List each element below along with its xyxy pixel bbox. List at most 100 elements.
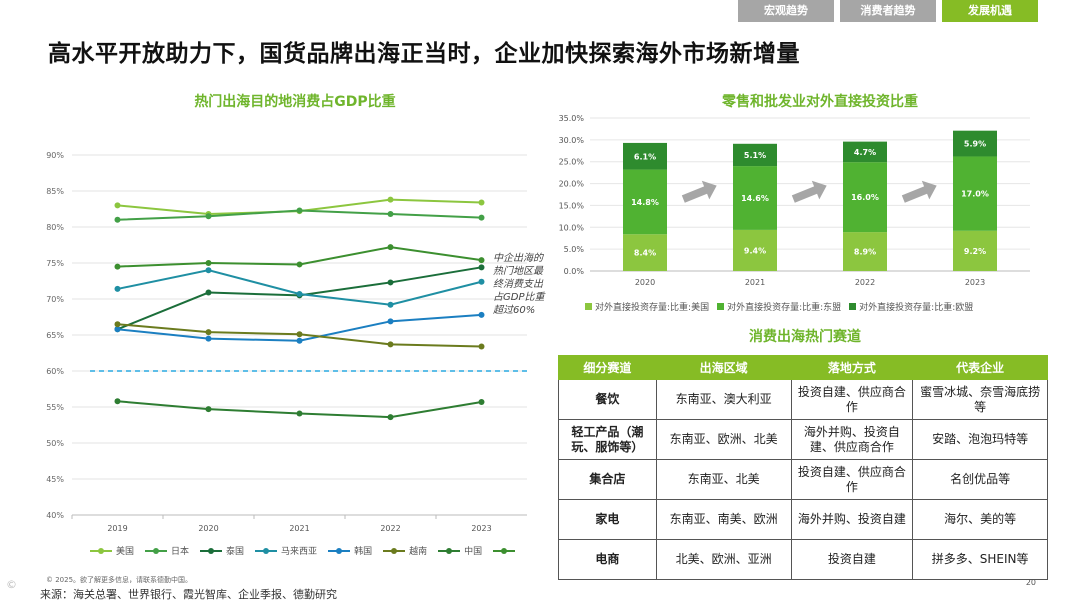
trend-arrow-shape	[681, 180, 717, 203]
tab-consumer-trends[interactable]: 消费者趋势	[840, 0, 936, 22]
legend-swatch	[493, 547, 516, 554]
trend-arrow	[681, 180, 717, 203]
bar-chart-title: 零售和批发业对外直接投资比重	[722, 94, 918, 110]
trend-arrow	[791, 180, 827, 203]
source-note: 来源：海关总署、世界银行、霞光智库、企业季报、德勤研究	[40, 588, 337, 601]
legend-item: 韩国	[328, 544, 372, 557]
y-tick-label: 40%	[46, 511, 64, 520]
table-header: 代表企业	[912, 355, 1048, 380]
table-cell: 东南亚、欧洲、北美	[655, 419, 792, 460]
data-point	[205, 329, 212, 336]
table-row: 家电 东南亚、南美、欧洲 海外并购、投资自建 海尔、美的等	[558, 499, 1048, 540]
tab-macro-trends[interactable]: 宏观趋势	[738, 0, 834, 22]
line-chart-legend: 美国 日本 泰国 马来西亚 韩国 越南 中国	[90, 544, 530, 557]
data-point	[205, 406, 212, 413]
table-cell: 蜜雪冰城、奈雪海底捞等	[912, 379, 1048, 420]
legend-item: 泰国	[200, 544, 244, 557]
y-tick-label: 45%	[46, 475, 64, 484]
table-cell: 安踏、泡泡玛特等	[912, 419, 1048, 460]
y-tick-label: 60%	[46, 367, 64, 376]
tab-opportunities[interactable]: 发展机遇	[942, 0, 1038, 22]
data-point	[478, 278, 485, 285]
table-cell: 海外并购、投资自建	[790, 499, 914, 540]
data-point	[205, 289, 212, 296]
legend-item: 对外直接投资存量:比重:美国	[585, 300, 709, 313]
legend-item: 马来西亚	[255, 544, 317, 557]
legend-swatch	[328, 547, 351, 554]
y-tick-label: 80%	[46, 223, 64, 232]
data-point	[114, 263, 121, 270]
bar-segment	[953, 156, 997, 231]
y-tick-label: 90%	[46, 151, 64, 160]
x-tick-label: 2020	[198, 524, 218, 533]
table-cell: 东南亚、澳大利亚	[655, 379, 792, 420]
y-tick-label: 70%	[46, 295, 64, 304]
trend-arrow-shape	[791, 180, 827, 203]
legend-label: 日本	[171, 547, 190, 557]
page-number: 20	[1025, 578, 1036, 587]
data-point	[478, 311, 485, 318]
table-category-cell: 集合店	[558, 459, 657, 500]
y-tick-label: 55%	[46, 403, 64, 412]
chart-annotation: 中企出海的热门地区最终消费支出占GDP比重超过60%	[493, 253, 545, 316]
y-tick-label: 85%	[46, 187, 64, 196]
legend-swatch	[90, 547, 112, 554]
bar-value-label: 8.9%	[854, 248, 876, 257]
legend-swatch	[200, 547, 223, 554]
legend-label: 越南	[409, 547, 428, 557]
data-point	[478, 199, 485, 206]
table-category-cell: 轻工产品（潮玩、服饰等）	[558, 419, 657, 460]
data-point	[114, 202, 121, 209]
bar-segment	[733, 229, 777, 271]
data-point	[296, 410, 303, 417]
data-point	[387, 244, 394, 251]
legend-item: 美国	[90, 544, 134, 557]
legend-swatch	[438, 547, 461, 554]
x-tick-label: 2021	[745, 278, 765, 287]
table-header: 细分赛道	[558, 355, 657, 380]
line-chart-title: 热门出海目的地消费占GDP比重	[194, 94, 396, 110]
table-header: 落地方式	[790, 355, 914, 380]
data-point	[205, 335, 212, 342]
bar-segment	[623, 169, 667, 235]
x-tick-label: 2023	[965, 278, 985, 287]
legend-item: 日本	[145, 544, 189, 557]
data-point	[296, 207, 303, 214]
y-tick-label: 30.0%	[559, 136, 585, 145]
legend-item: 对外直接投资存量:比重:东盟	[717, 300, 841, 313]
table-cell: 投资自建、供应商合作	[790, 459, 914, 500]
table-row: 餐饮 东南亚、澳大利亚 投资自建、供应商合作 蜜雪冰城、奈雪海底捞等	[558, 379, 1048, 420]
data-point	[114, 326, 121, 333]
table-row: 轻工产品（潮玩、服饰等） 东南亚、欧洲、北美 海外并购、投资自建、供应商合作 安踏、泡…	[558, 419, 1048, 460]
bar-segment	[843, 232, 887, 271]
y-tick-label: 25.0%	[559, 158, 585, 167]
table-cell: 海外并购、投资自建、供应商合作	[790, 419, 914, 460]
bar-value-label: 8.4%	[634, 249, 656, 258]
data-point	[296, 290, 303, 297]
bar-value-label: 9.2%	[964, 247, 986, 256]
bar-value-label: 6.1%	[634, 152, 656, 161]
bar-value-label: 14.8%	[631, 198, 659, 207]
table-category-cell: 家电	[558, 499, 657, 540]
bar-value-label: 14.6%	[741, 194, 769, 203]
bar-segment	[953, 130, 997, 157]
table-header: 出海区域	[655, 355, 792, 380]
table-header-row: 细分赛道 出海区域 落地方式 代表企业	[558, 355, 1048, 380]
legend-item: 中国	[438, 544, 482, 557]
data-point	[478, 257, 485, 264]
data-point	[205, 260, 212, 266]
bar-value-label: 5.1%	[744, 151, 766, 160]
bar-value-label: 9.4%	[744, 246, 766, 255]
data-point	[205, 213, 212, 220]
table-cell: 投资自建、供应商合作	[790, 379, 914, 420]
legend-item	[493, 547, 519, 554]
legend-swatch	[145, 547, 168, 554]
bar-segment	[953, 230, 997, 271]
y-tick-label: 65%	[46, 331, 64, 340]
trend-arrow-shape	[901, 180, 937, 203]
top-tabs: 宏观趋势 消费者趋势 发展机遇	[732, 0, 1038, 22]
table-category-cell: 餐饮	[558, 379, 657, 420]
data-point	[387, 301, 394, 308]
legend-label: 对外直接投资存量:比重:美国	[595, 303, 710, 313]
data-point	[114, 216, 121, 223]
